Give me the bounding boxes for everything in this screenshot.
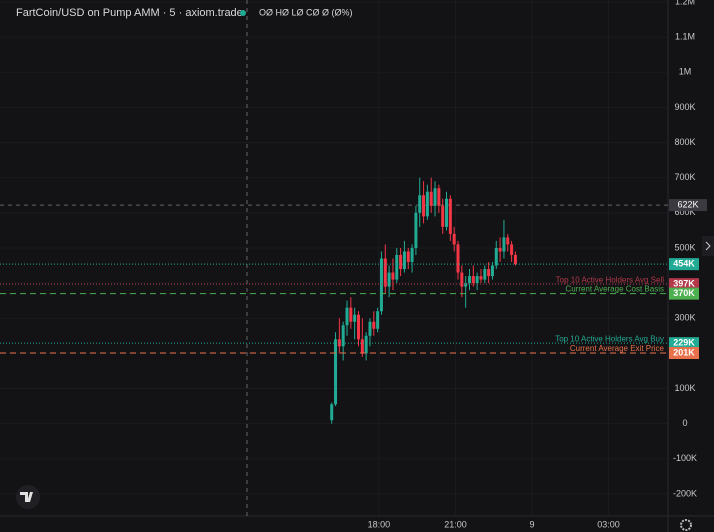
y-tick-label: 300K [674, 313, 695, 323]
candle-body [513, 254, 517, 265]
tv-logo[interactable] [16, 485, 40, 509]
crosshair-label: 622K [677, 199, 698, 209]
candle-body [429, 191, 433, 206]
price-label-box [669, 278, 699, 291]
candle-body [368, 321, 372, 336]
candle-body [467, 276, 471, 284]
candle-body [487, 269, 491, 277]
price-label-box [669, 347, 699, 360]
x-tick-label: 9 [529, 519, 534, 529]
candle-body [441, 205, 445, 227]
candle-body [448, 198, 452, 234]
candle-body [364, 335, 368, 354]
candle-body [334, 339, 338, 405]
candle-body [445, 198, 449, 227]
price-line-label: Top 10 Active Holders Avg Sell [556, 275, 665, 284]
price-label: 454K [673, 258, 695, 268]
candle-body [330, 404, 334, 421]
candle-body [345, 307, 349, 326]
price-line-label: Top 10 Active Holders Avg Buy [555, 334, 664, 343]
price-label: 229K [673, 338, 695, 348]
candle-body [418, 195, 422, 213]
candle-body [414, 212, 418, 248]
y-tick-label: 900K [674, 102, 695, 112]
ohlc-legend: OØ HØ LØ CØ Ø (Ø%) [259, 7, 353, 17]
candle-body [387, 272, 391, 287]
y-tick-label: 800K [674, 137, 695, 147]
x-tick-label: 18:00 [368, 519, 391, 529]
y-tick-label: 500K [674, 242, 695, 252]
candle-body [498, 247, 502, 252]
candle-body [349, 307, 353, 322]
candle-body [360, 339, 364, 354]
candle-body [391, 272, 395, 280]
collapse-arrow[interactable] [702, 236, 714, 256]
x-tick-label: 03:00 [597, 519, 620, 529]
candle-body [399, 254, 403, 270]
y-tick-label: 1.1M [675, 32, 695, 42]
y-tick-label: 1.2M [675, 0, 695, 6]
x-tick-label: 21:00 [444, 519, 467, 529]
y-tick-label: 600K [674, 207, 695, 217]
chart-title: FartCoin/USD on Pump AMM · 5 · axiom.tra… [16, 7, 243, 19]
candle-body [410, 247, 414, 263]
candle-body [456, 244, 460, 273]
candle-body [471, 276, 475, 284]
status-dot [240, 10, 246, 16]
crosshair-label-box [669, 199, 707, 212]
price-line-label: Current Average Cost Basis [565, 285, 664, 294]
price-line-label: Current Average Exit Price [570, 344, 665, 353]
candle-body [464, 283, 468, 287]
y-tick-label: 1M [679, 67, 692, 77]
candle-body [402, 251, 406, 270]
price-label: 201K [673, 347, 695, 357]
candle-body [502, 237, 506, 252]
candle-body [479, 276, 483, 280]
settings-gear[interactable] [680, 519, 692, 531]
price-label-box [669, 287, 699, 300]
candle-body [383, 258, 387, 287]
price-label: 397K [673, 279, 695, 289]
candle-body [372, 321, 376, 329]
candle-body [425, 191, 429, 217]
candle-body [452, 233, 456, 245]
candle-body [422, 195, 426, 217]
candle-body [433, 188, 437, 206]
candle-body [506, 237, 510, 245]
candle-body [376, 311, 380, 329]
candle-body [395, 254, 399, 280]
y-tick-label: 0 [682, 418, 687, 428]
candle-body [460, 272, 464, 287]
y-tick-label: -100K [673, 453, 697, 463]
y-tick-label: 700K [674, 172, 695, 182]
candle-body [353, 314, 357, 322]
y-tick-label: -200K [673, 488, 697, 498]
y-tick-label: 100K [674, 383, 695, 393]
candle-body [510, 244, 514, 255]
candle-body [494, 247, 498, 266]
candle-body [475, 276, 479, 284]
candle-body [483, 269, 487, 280]
candle-body [356, 314, 360, 340]
candle-body [490, 265, 494, 277]
candle-body [341, 325, 345, 347]
price-label-box [669, 258, 699, 271]
price-label-box [669, 337, 699, 350]
price-label: 370K [673, 288, 695, 298]
candle-body [379, 258, 383, 312]
candle-body [406, 251, 410, 263]
candle-body [437, 188, 441, 206]
